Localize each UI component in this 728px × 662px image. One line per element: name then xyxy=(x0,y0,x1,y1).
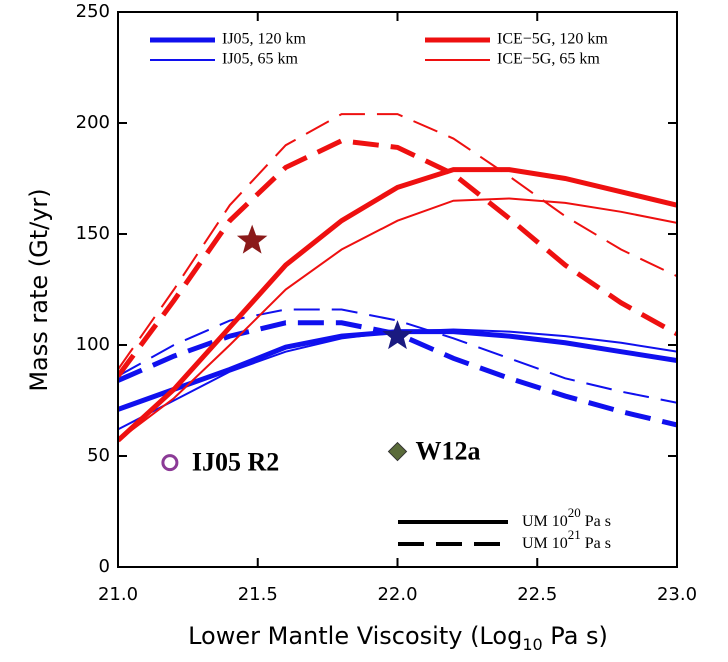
y-tick-label: 0 xyxy=(99,556,110,577)
y-tick-label: 200 xyxy=(76,112,110,133)
legend-label: IJ05, 120 km xyxy=(222,31,307,48)
annotation-label: IJ05 R2 xyxy=(192,448,279,477)
style-label: UM 1021 Pa s xyxy=(522,527,611,552)
style-unit: Pa s xyxy=(585,535,611,552)
plot-frame xyxy=(117,11,678,568)
legend-label: ICE−5G, 120 km xyxy=(497,31,608,48)
y-tick-label: 150 xyxy=(76,223,110,244)
y-tick-label: 250 xyxy=(76,1,110,22)
style-label: UM 1020 Pa s xyxy=(522,505,611,530)
y-tick-label: 50 xyxy=(87,445,110,466)
style-base: UM 10 xyxy=(522,535,568,552)
x-tick-label: 21.0 xyxy=(98,584,138,605)
series-line xyxy=(118,197,677,442)
x-axis-label: Lower Mantle Viscosity (Log10 Pa s) xyxy=(188,622,608,654)
y-axis-label: Mass rate (Gt/yr) xyxy=(25,188,53,391)
style-unit: Pa s xyxy=(585,513,611,530)
style-base: UM 10 xyxy=(522,513,568,530)
x-tick-label: 23.0 xyxy=(657,584,697,605)
annotation-marker xyxy=(161,454,179,472)
x-label-base: Lower Mantle Viscosity (Log xyxy=(188,622,522,650)
x-tick-label: 22.0 xyxy=(377,584,417,605)
x-tick-label: 22.5 xyxy=(517,584,557,605)
x-tick-label: 21.5 xyxy=(238,584,278,605)
annotation-marker xyxy=(387,441,408,462)
legend-label: ICE−5G, 65 km xyxy=(497,51,600,68)
x-label-rest: Pa s) xyxy=(543,622,608,650)
style-sup: 21 xyxy=(568,527,581,542)
style-sup: 20 xyxy=(568,505,581,520)
series-line xyxy=(118,138,677,378)
star-marker xyxy=(382,320,413,350)
series-line xyxy=(118,167,677,443)
legend-label: IJ05, 65 km xyxy=(222,51,299,68)
star-marker xyxy=(236,224,268,254)
series-line xyxy=(118,113,677,370)
annotation-label: W12a xyxy=(416,437,481,466)
y-tick-label: 100 xyxy=(76,334,110,355)
x-label-sub: 10 xyxy=(522,635,542,654)
